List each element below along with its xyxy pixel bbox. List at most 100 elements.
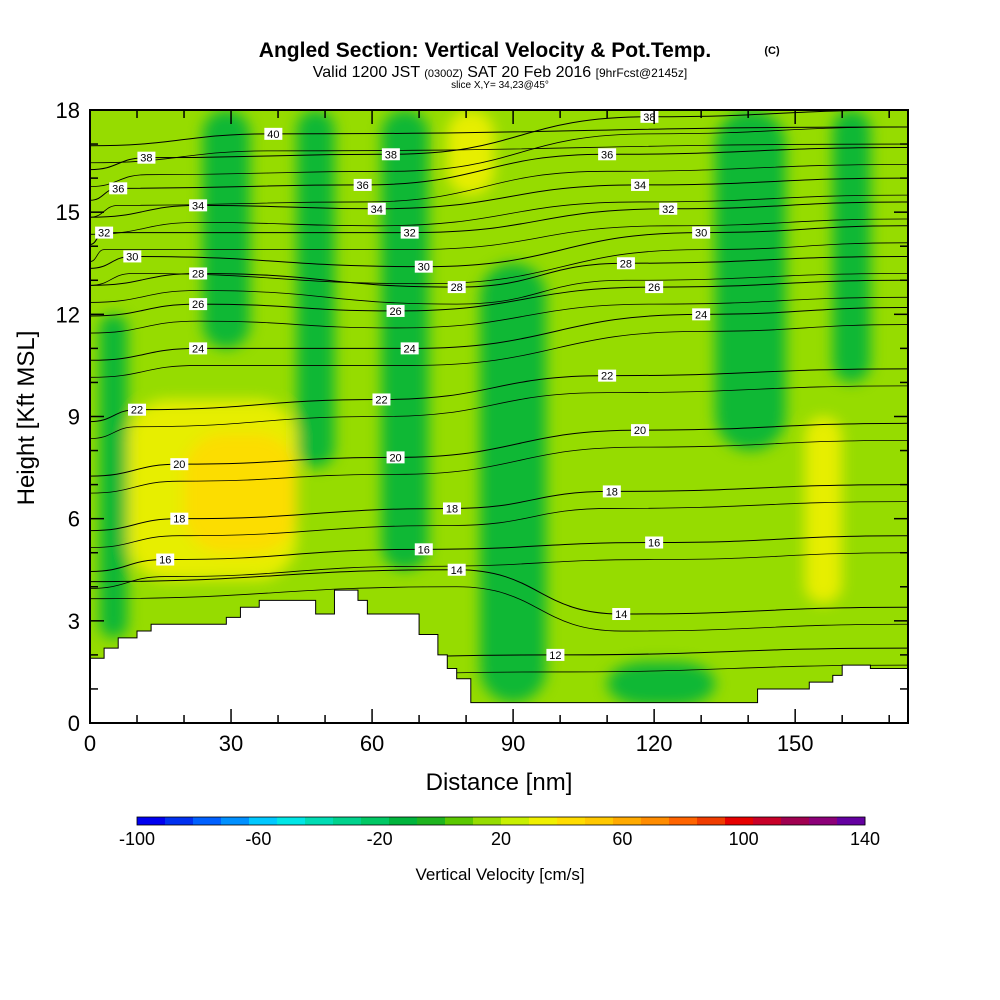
contour-label: 28 [447,281,466,294]
colorbar-swatch [529,817,558,825]
contour-label-box [447,563,466,576]
theta-contour-minor-28 [90,273,908,305]
velocity-region-2 [447,110,495,196]
contour-label: 18 [170,512,189,526]
colorbar-swatch [697,817,726,825]
velocity-region-1 [184,433,297,553]
contour-label-text: 36 [357,180,369,192]
axis-ticks [89,109,908,724]
contour-label-box [631,178,650,191]
contour-label: 28 [616,257,635,270]
contour-label: 38 [381,148,400,161]
contour-label: 26 [189,298,208,311]
contour-label-box [353,178,372,191]
colorbar-swatch [193,817,222,825]
contour-label-text: 32 [662,204,674,216]
contour-label: 16 [156,553,175,567]
velocity-region-8 [202,110,250,349]
colorbar-tick-label: 140 [850,829,880,849]
contour-label: 36 [353,178,372,192]
contour-label-box [367,202,386,215]
contour-label-box [414,543,433,556]
colorbar-tick-label: -60 [245,829,271,849]
contour-label-text: 26 [192,299,204,311]
contour-label-text: 12 [549,650,561,662]
theta-contour-minor-22 [90,385,908,440]
x-tick-label: 30 [219,731,243,756]
colorbar-swatch [837,817,866,825]
contour-label-box [264,127,283,140]
x-tick-label: 0 [84,731,96,756]
contour-label-box [189,267,208,280]
colorbar-swatch [613,817,642,825]
y-tick-label: 9 [68,405,80,430]
contour-label-text: 14 [615,609,627,621]
velocity-region-7 [832,110,871,383]
colorbar-swatch [249,817,278,825]
contour-label-text: 38 [140,153,152,165]
y-axis-tick-labels: 0 3 6 9 12 15 18 [56,98,80,736]
contour-label: 34 [367,202,386,216]
colorbar-swatch [557,817,586,825]
colorbar-title: Vertical Velocity [cm/s] [415,865,584,884]
contour-label-text: 38 [643,112,655,124]
x-axis-title: Distance [nm] [426,769,573,796]
x-tick-label: 120 [636,731,673,756]
contour-label-box [447,281,466,294]
contour-label-text: 28 [620,258,632,270]
contour-label-box [109,182,128,195]
contour-label: 20 [170,458,189,471]
theta-contour-minor-26 [90,296,908,334]
contour-label-text: 30 [695,228,707,240]
contour-label-text: 36 [601,149,613,161]
theta-contour-minor-24 [90,324,908,378]
contour-label-text: 38 [385,149,397,161]
contour-label: 38 [640,110,659,124]
subtitle-fcst: [9hrFcst@2145z] [596,66,688,80]
contour-label: 28 [189,267,208,280]
y-tick-label: 12 [56,302,80,327]
slice-label: slice X,Y= 34,23@45° [451,80,549,91]
contour-label: 30 [123,250,142,263]
colorbar-tick-label: 60 [612,829,632,849]
contour-label-box [137,151,156,164]
colorbar-swatch [669,817,698,825]
contour-label-box [546,648,565,661]
contour-label-box [692,226,711,239]
velocity-region-4 [381,110,429,570]
colorbar-swatch [389,817,418,825]
velocity-region-3 [804,416,843,604]
colorbar-tick-label: 20 [491,829,511,849]
theta-contour-minor-20 [90,439,908,494]
colorbar-swatch [501,817,530,825]
y-tick-label: 18 [56,98,80,123]
contour-label-box [386,304,405,317]
colorbar-swatch [445,817,474,825]
contour-label-box [372,393,391,406]
contour-label-text: 20 [389,452,401,464]
contour-label: 14 [612,608,631,621]
velocity-region-5 [480,263,547,703]
contour-label-box [189,298,208,311]
contour-label: 30 [414,260,433,274]
velocity-region-6 [715,110,786,451]
contour-label: 38 [137,151,156,165]
contour-label-box [645,536,664,549]
colorbar-tick-label: -20 [367,829,393,849]
contour-label: 32 [400,226,419,240]
contour-label-text: 18 [606,486,618,498]
contour-label-text: 34 [634,180,646,192]
chart-subtitle: Valid 1200 JST (0300Z) SAT 20 Feb 2016 [… [313,64,687,81]
contour-label: 26 [386,304,405,318]
contour-label-box [123,250,142,263]
contour-label: 32 [659,202,678,216]
subtitle-date: SAT 20 Feb 2016 [467,64,591,81]
contour-label: 34 [189,199,208,212]
theta-contour-minor-38 [90,126,908,188]
theta-contour-minor-32 [90,218,908,262]
contour-label-text: 24 [404,343,416,355]
theta-contour-minor-36 [90,164,908,218]
velocity-region-9 [296,110,335,468]
contour-label-text: 22 [375,394,387,406]
